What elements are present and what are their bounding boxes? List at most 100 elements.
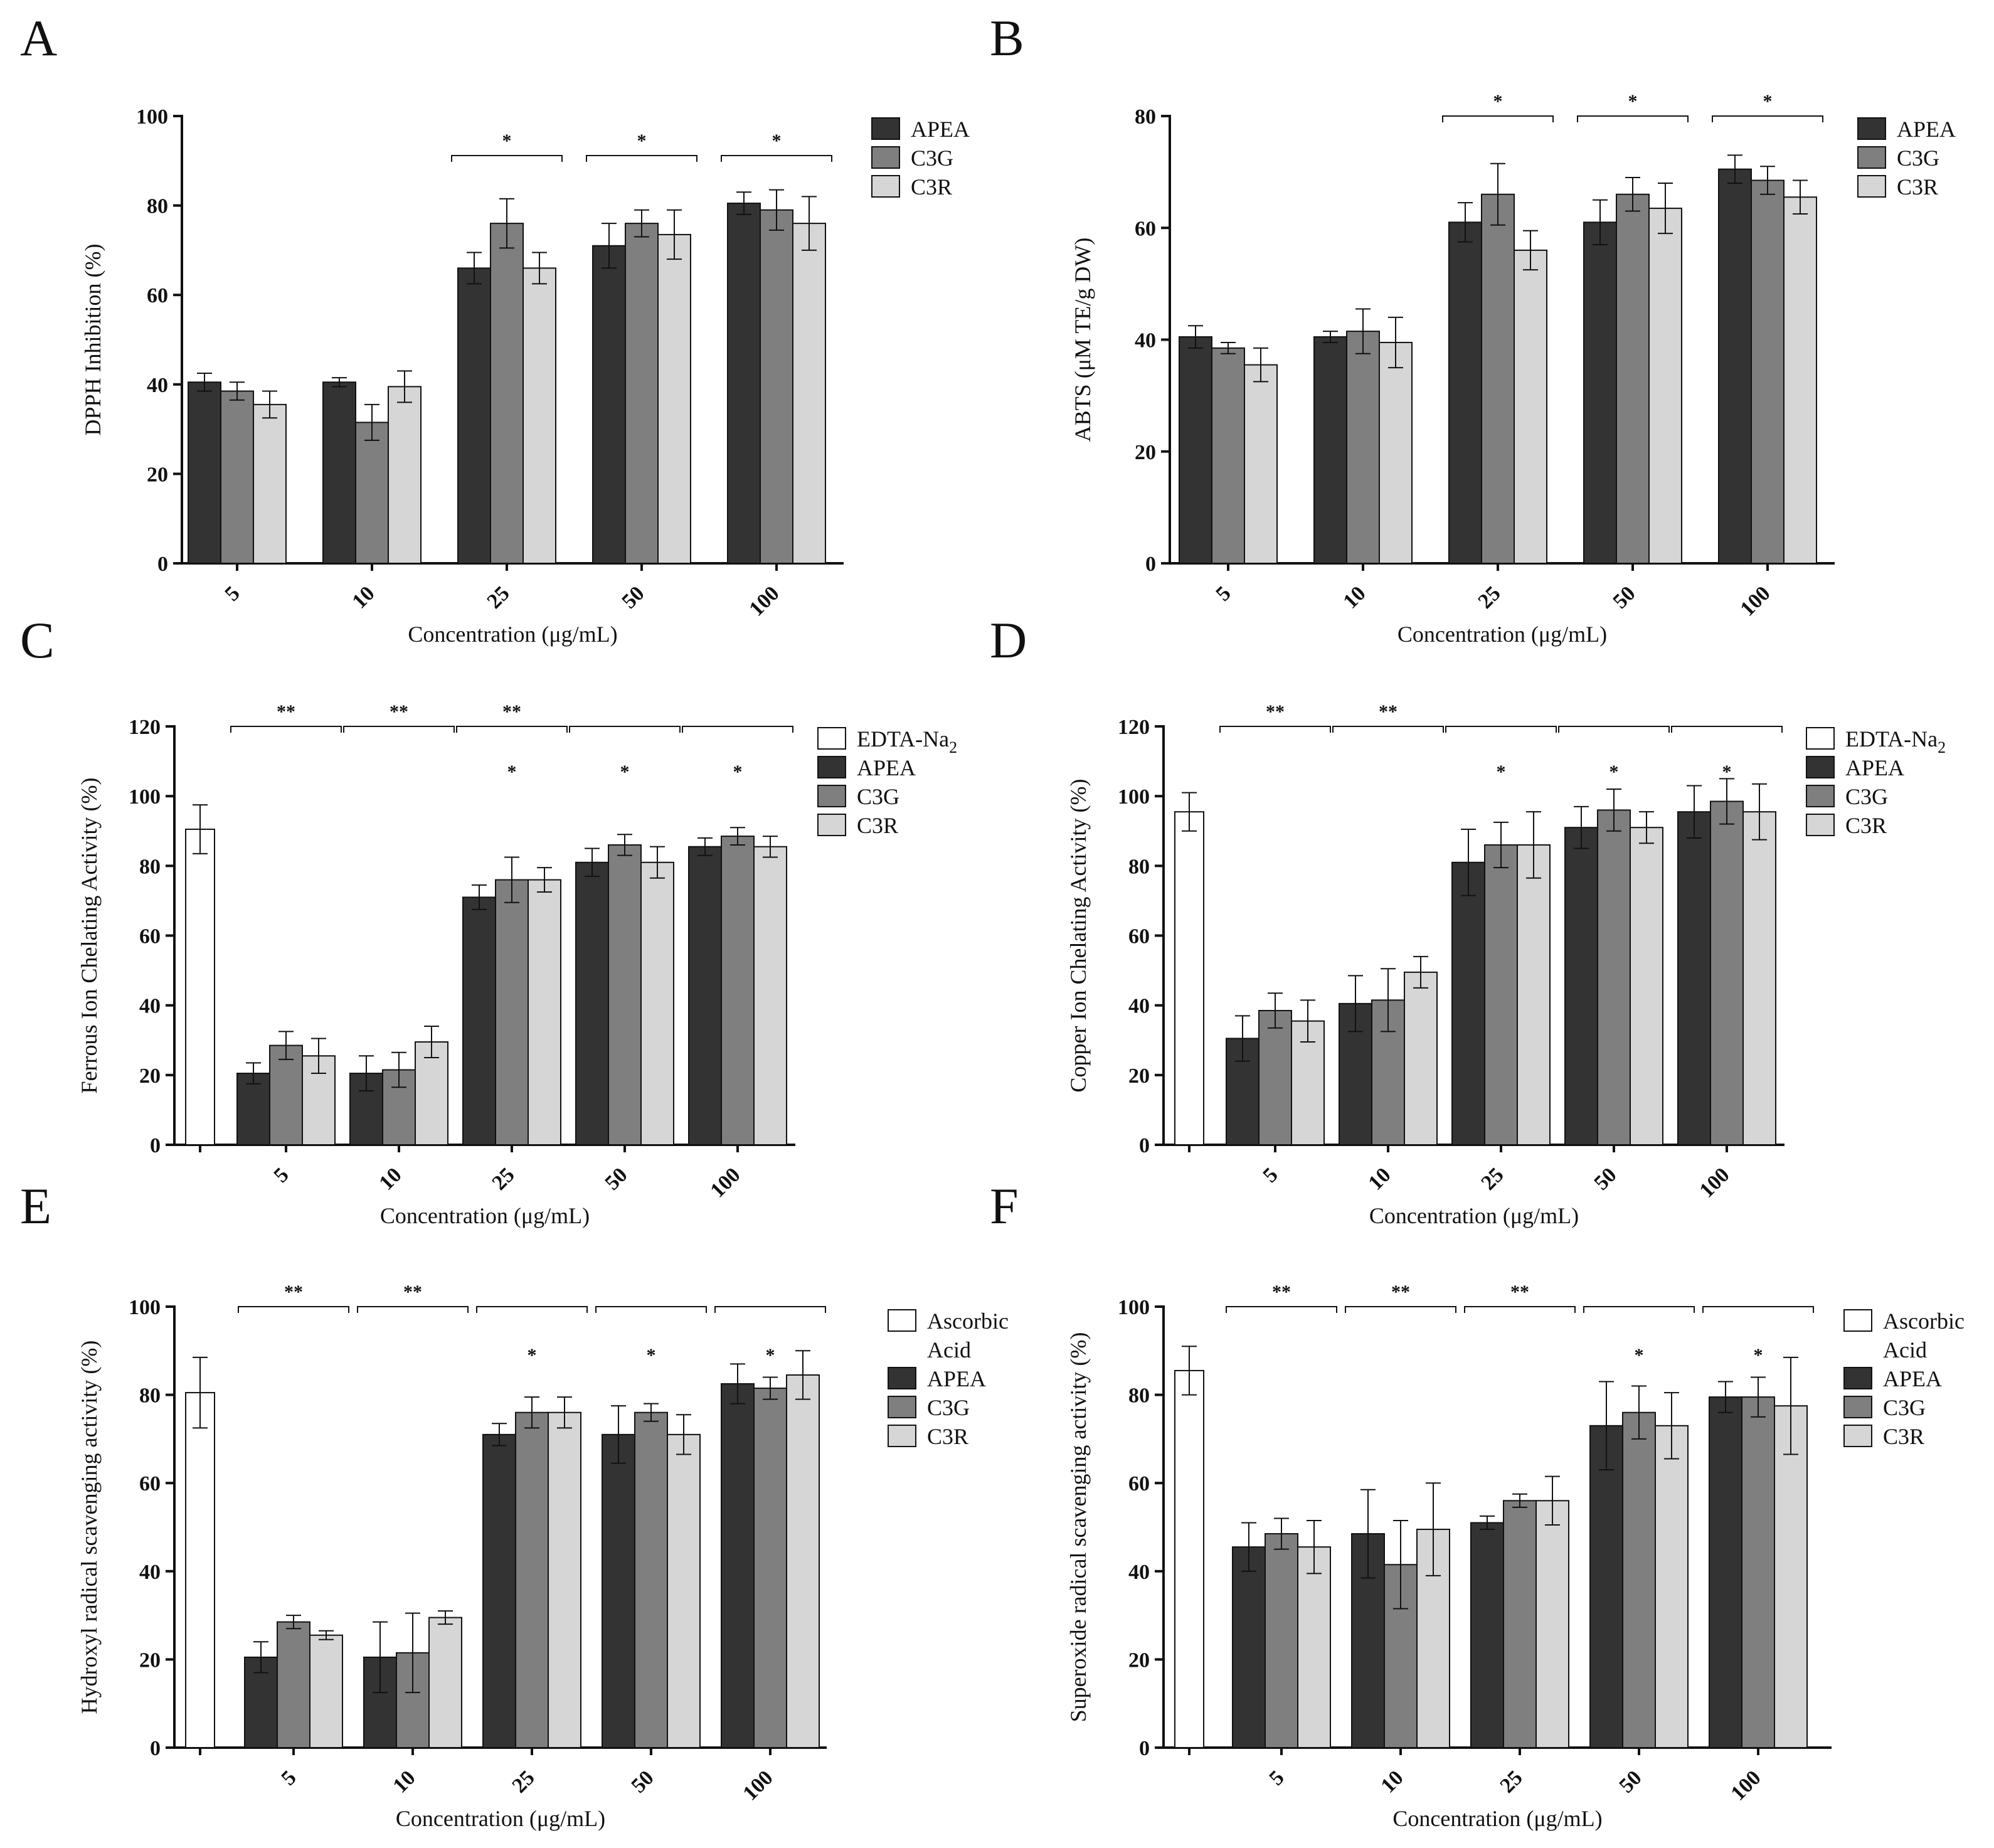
bar-apea (482, 1433, 516, 1749)
y-tick-label: 80 (1135, 105, 1156, 129)
legend-label: APEA (857, 755, 916, 780)
x-tick-label: 50 (1615, 1766, 1646, 1797)
bar-control (1174, 811, 1204, 1146)
bar-apea (575, 861, 609, 1146)
legend-swatch (1857, 175, 1886, 198)
y-tick-label: 0 (1145, 553, 1156, 576)
bar-apea (1226, 1038, 1260, 1145)
significance-marker: * (1497, 762, 1506, 782)
bar-apea (1583, 221, 1617, 564)
panel-letter: F (990, 1177, 1019, 1235)
significance-bracket (1442, 115, 1554, 122)
legend-label: C3G (857, 784, 899, 809)
bar-apea (322, 381, 356, 564)
legend-label: Acid (927, 1337, 971, 1362)
legend-label: C3G (1883, 1395, 1926, 1420)
legend-swatch (871, 146, 900, 169)
bar-c3g (490, 223, 524, 564)
panel-letter: E (20, 1177, 51, 1235)
y-tick-label: 100 (129, 785, 161, 809)
bar-c3g (269, 1044, 303, 1146)
legend-swatch (1806, 756, 1835, 778)
bar-apea (1589, 1425, 1623, 1749)
legend-label: APEA (1845, 755, 1904, 780)
legend-swatch (888, 1425, 916, 1447)
bar-apea (1718, 168, 1752, 564)
significance-marker: * (502, 130, 512, 151)
significance-marker: * (1722, 762, 1732, 782)
significance-marker: * (620, 762, 630, 782)
significance-bracket (1219, 726, 1331, 733)
x-tick-label: 50 (627, 1766, 658, 1797)
y-tick-label: 0 (157, 553, 168, 576)
y-tick-label: 20 (1135, 441, 1156, 464)
y-axis-title: ABTS (μM TE/g DW) (1070, 238, 1095, 442)
bar-c3g (1481, 193, 1515, 564)
x-axis-title: Concentration (μg/mL) (1397, 622, 1607, 647)
bar-control (1174, 1369, 1204, 1749)
significance-bracket (682, 726, 793, 733)
legend-swatch (1843, 1309, 1872, 1332)
x-axis-title: Concentration (μg/mL) (396, 1806, 605, 1831)
bar-c3r (753, 846, 787, 1145)
bar-apea (462, 896, 496, 1145)
y-tick-label: 40 (1128, 995, 1150, 1018)
legend-label: C3R (911, 174, 952, 199)
x-tick-label: 5 (1258, 1163, 1282, 1187)
bar-c3r (657, 233, 691, 564)
bar-c3r (309, 1634, 343, 1749)
significance-marker: ** (277, 701, 295, 722)
x-tick-label: 5 (277, 1766, 300, 1790)
bar-c3g (1710, 800, 1744, 1145)
bar-c3g (1258, 1010, 1292, 1145)
bar-c3r (548, 1411, 581, 1748)
legend-swatch (888, 1367, 916, 1389)
y-tick-label: 20 (139, 1065, 161, 1088)
bar-c3g (1503, 1500, 1537, 1749)
x-tick-label: 10 (347, 581, 379, 613)
bar-apea (721, 1383, 755, 1748)
legend-swatch (871, 175, 900, 198)
chart-panel-e: E 0 20 40 60 80 100 Hydroxyl radical scavenging… (20, 1177, 1009, 1831)
bar-c3r (428, 1617, 462, 1748)
legend-label: APEA (1897, 117, 1956, 142)
legend-swatch (1843, 1425, 1872, 1447)
y-tick-label: 40 (139, 1561, 161, 1584)
legend-label: APEA (927, 1366, 986, 1391)
significance-marker: * (1763, 91, 1773, 112)
x-tick-label: 25 (1473, 581, 1505, 613)
legend-label: C3G (1845, 784, 1888, 809)
y-tick-label: 80 (139, 855, 161, 878)
x-tick-label: 100 (1695, 1163, 1734, 1202)
y-tick-label: 60 (1128, 1472, 1150, 1495)
bar-c3r (253, 403, 287, 565)
legend-label: C3R (1897, 174, 1938, 199)
bar-c3r (522, 267, 556, 564)
bar-c3r (640, 861, 674, 1146)
legend-swatch (1857, 146, 1886, 169)
bar-c3g (277, 1621, 310, 1749)
significance-bracket (586, 155, 697, 162)
y-axis-title: Superoxide radical scavenging activity (… (1066, 1332, 1091, 1723)
x-tick-label: 10 (1376, 1766, 1408, 1797)
bar-c3g (625, 223, 659, 564)
significance-marker: * (1754, 1345, 1763, 1366)
significance-marker: ** (390, 701, 408, 722)
bar-c3g (1211, 347, 1245, 565)
x-tick-label: 100 (706, 1163, 745, 1202)
bar-apea (727, 203, 761, 565)
bar-c3r (667, 1433, 701, 1749)
panel-letter: B (990, 9, 1024, 66)
panel-letter: C (20, 612, 55, 669)
legend-swatch (1857, 117, 1886, 140)
chart-panel-a: A 0 20 40 60 80 100 DPPH Inhibition (%) 5 10 25 50 1… (20, 9, 970, 647)
x-tick-label: 100 (738, 1766, 777, 1805)
significance-marker: * (1628, 91, 1638, 112)
bar-apea (1677, 811, 1711, 1146)
significance-bracket (451, 155, 563, 162)
y-tick-label: 80 (1128, 1384, 1150, 1408)
x-tick-label: 5 (269, 1163, 293, 1187)
bar-c3r (786, 1374, 820, 1749)
significance-marker: * (637, 130, 647, 151)
